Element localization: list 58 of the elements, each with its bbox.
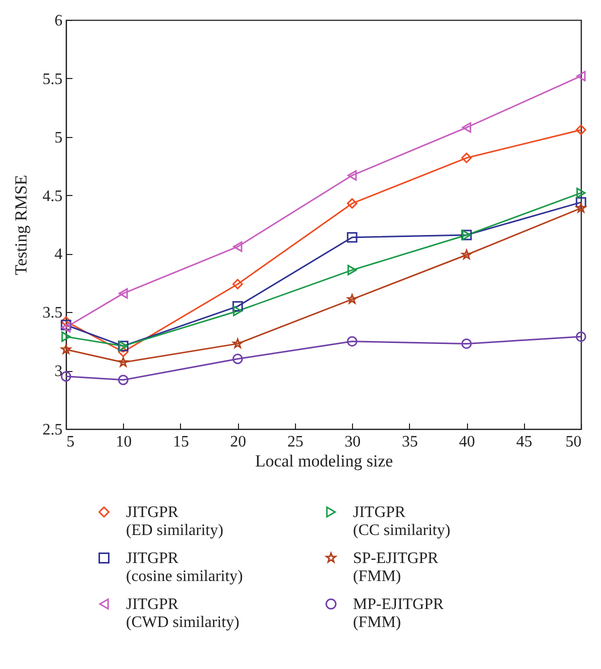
x-tick-label: 10 [116, 434, 132, 450]
x-axis-title: Local modeling size [255, 452, 393, 470]
point [61, 344, 71, 354]
y-tick-label: 5.5 [42, 70, 62, 88]
y-tick-label: 6 [54, 12, 62, 30]
point [462, 122, 472, 133]
y-axis-title: Testing RMSE [12, 174, 30, 276]
point [61, 331, 71, 342]
x-tick-label: 15 [172, 434, 189, 450]
point [347, 170, 357, 181]
point [346, 198, 358, 209]
y-tick-label: 3.5 [42, 304, 62, 322]
legend-label: SP-EJITGPR (FMM) [353, 550, 439, 585]
x-tick-label: 30 [344, 434, 361, 450]
legend-label: MP-EJITGPR (FMM) [353, 596, 444, 631]
point [233, 241, 242, 252]
x-tick-label: 50 [566, 434, 582, 450]
point [576, 70, 586, 82]
point [461, 152, 472, 164]
point [232, 278, 243, 290]
legend-label: JITGPR (cosine similarity) [126, 550, 243, 585]
x-tick-label: 35 [402, 434, 418, 450]
legend-label: JITGPR (CC similarity) [353, 504, 450, 539]
x-tick-label: 45 [516, 434, 532, 450]
y-tick-label: 3 [54, 363, 62, 380]
point [232, 301, 243, 312]
point [576, 188, 586, 198]
legend-label: JITGPR (ED similarity) [126, 504, 224, 539]
x-tick-label: 40 [459, 434, 476, 450]
legend-label: JITGPR (CWD similarity) [126, 596, 240, 631]
point [462, 250, 472, 260]
point [118, 288, 128, 299]
point [232, 338, 243, 348]
point [576, 124, 586, 136]
point [118, 357, 128, 367]
point [576, 197, 586, 208]
point [346, 232, 358, 243]
x-tick-label: 20 [230, 434, 246, 450]
point [347, 294, 358, 304]
point [461, 338, 472, 349]
point [576, 202, 586, 213]
y-tick-label: 5 [54, 129, 62, 146]
x-tick-label: 5 [66, 434, 74, 450]
x-tick-label: 25 [287, 434, 304, 450]
point [60, 371, 72, 382]
point [61, 322, 71, 333]
point [60, 320, 72, 330]
point [118, 346, 128, 358]
point [60, 316, 72, 327]
point [118, 374, 128, 386]
y-tick-label: 4 [54, 246, 62, 264]
point [576, 331, 586, 342]
point [347, 264, 357, 276]
y-tick-label: 2.5 [42, 422, 62, 438]
point [233, 306, 242, 316]
point [232, 354, 243, 364]
point [346, 336, 358, 347]
y-tick-label: 4.5 [42, 188, 62, 205]
